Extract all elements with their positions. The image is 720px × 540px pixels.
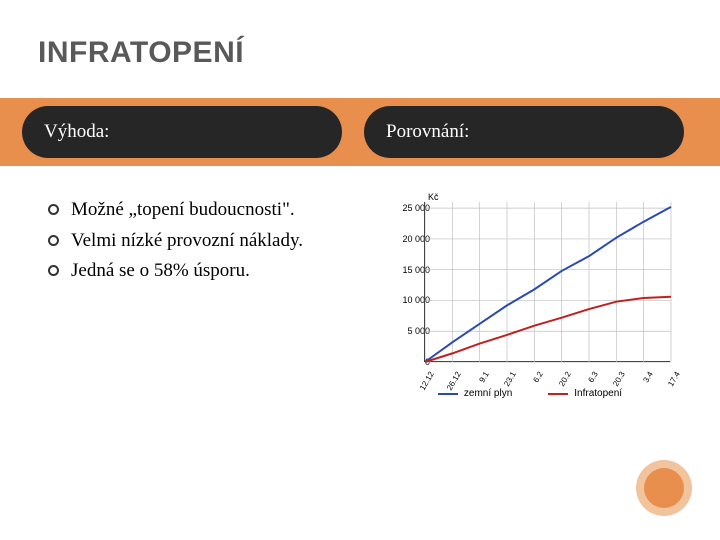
bullet-icon (48, 265, 59, 276)
legend-swatch (438, 393, 458, 395)
legend-label: zemní plyn (464, 388, 512, 399)
list-item: Velmi nízké provozní náklady. (48, 229, 348, 254)
chart-legend: zemní plyn Infratopení (380, 388, 680, 399)
bullet-icon (48, 204, 59, 215)
bullet-icon (48, 235, 59, 246)
bullet-text: Jedná se o 58% úsporu. (71, 259, 250, 284)
bullet-list: Možné „topení budoucnosti". Velmi nízké … (48, 198, 348, 290)
header-left-text: Výhoda: (44, 121, 109, 143)
chart-svg (425, 202, 671, 362)
bullet-text: Možné „topení budoucnosti". (71, 198, 295, 223)
header-right-pill: Porovnání: (364, 106, 684, 158)
page-title: INFRATOPENÍ (38, 36, 244, 70)
bullet-text: Velmi nízké provozní náklady. (71, 229, 303, 254)
list-item: Možné „topení budoucnosti". (48, 198, 348, 223)
comparison-chart: Kč 05 00010 00015 00020 00025 000 12.122… (380, 192, 680, 407)
header-right-text: Porovnání: (386, 121, 469, 143)
header-left-pill: Výhoda: (22, 106, 342, 158)
legend-item: zemní plyn (438, 388, 512, 399)
chart-plot-area (424, 202, 670, 362)
chart-unit-label: Kč (428, 192, 439, 202)
decorative-circle (636, 460, 692, 516)
legend-item: Infratopení (548, 388, 622, 399)
circle-inner (644, 468, 684, 508)
list-item: Jedná se o 58% úsporu. (48, 259, 348, 284)
legend-label: Infratopení (574, 388, 622, 399)
legend-swatch (548, 393, 568, 395)
